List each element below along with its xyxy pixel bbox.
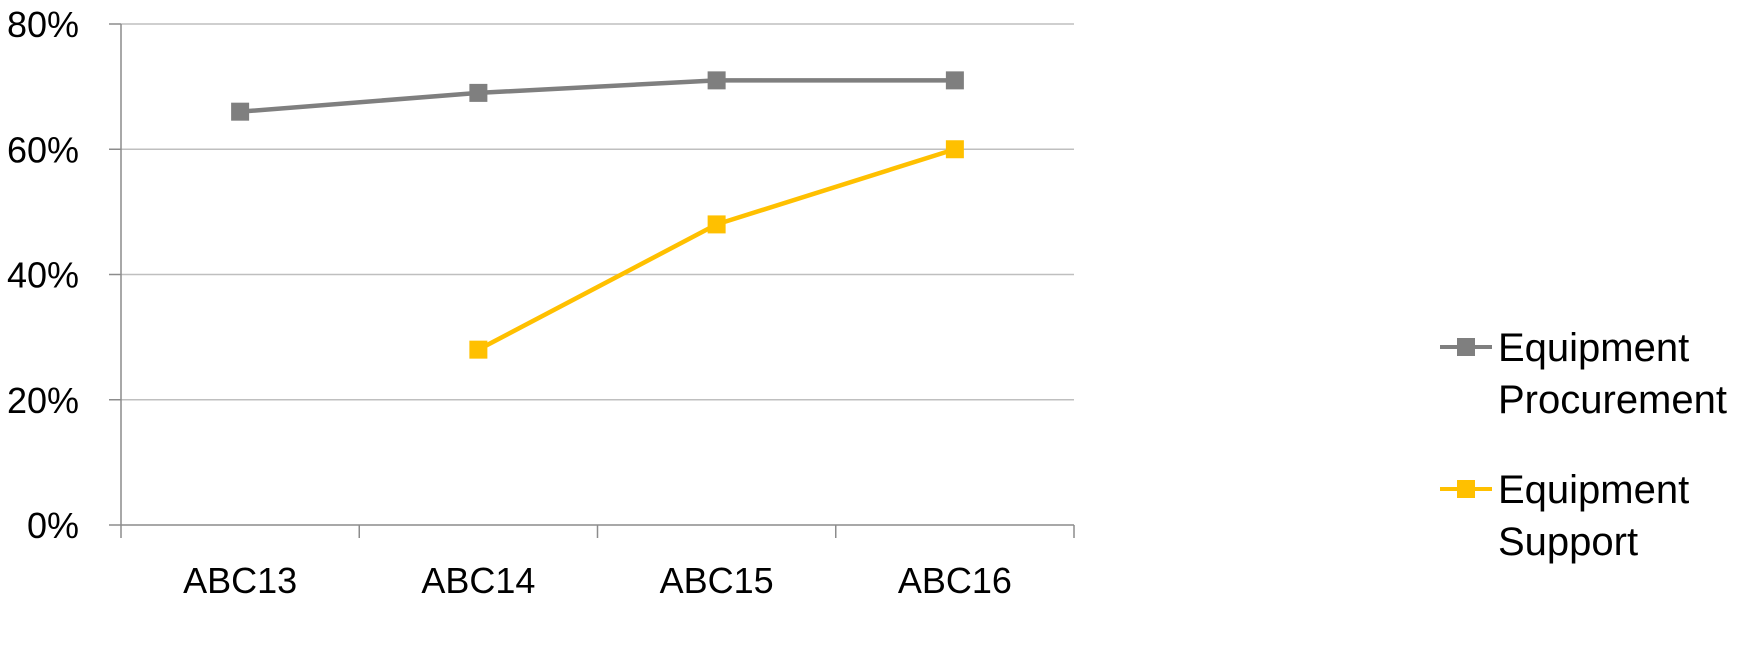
legend-label-line: Equipment — [1498, 326, 1690, 370]
data-point-marker — [469, 83, 488, 102]
series-line-segment — [237, 90, 481, 114]
data-point-marker — [707, 71, 726, 90]
y-tick-label: 60% — [7, 129, 79, 170]
series-line-segment — [476, 222, 719, 352]
data-point-marker — [945, 71, 964, 90]
legend-swatch-icon — [1440, 334, 1492, 360]
data-point-marker — [231, 102, 250, 121]
y-tick-label: 80% — [7, 4, 79, 45]
y-axis-tick-labels: 0% 20% 40% 60% 80% — [7, 4, 79, 546]
x-tick-label: ABC14 — [421, 560, 535, 601]
data-point-marker — [707, 215, 726, 234]
legend-swatch-icon — [1440, 476, 1492, 502]
legend-label-line: Support — [1498, 520, 1639, 564]
x-axis-tick-labels: ABC13 ABC14 ABC15 ABC16 — [183, 560, 1012, 601]
series-line-segment — [476, 78, 719, 96]
series-equipment-support — [469, 140, 964, 359]
series-line-segment — [714, 147, 958, 227]
legend-label-line: Equipment — [1498, 468, 1690, 512]
x-tick-label: ABC16 — [898, 560, 1012, 601]
y-tick-label: 0% — [27, 505, 79, 546]
y-tick-label: 40% — [7, 255, 79, 296]
axes — [109, 23, 1075, 538]
series-layer — [231, 71, 964, 359]
data-point-marker — [945, 140, 964, 159]
legend-item-equipment-support: Equipment Support — [1440, 464, 1758, 574]
x-tick-label: ABC13 — [183, 560, 297, 601]
y-tick-label: 20% — [7, 380, 79, 421]
gridlines — [121, 23, 1074, 401]
legend-label-line: Procurement — [1498, 378, 1727, 422]
legend-label: Equipment Procurement — [1498, 322, 1727, 426]
legend: Equipment Procurement Equipment Support — [1440, 322, 1758, 606]
legend-label: Equipment Support — [1498, 464, 1689, 568]
line-chart: 0% 20% 40% 60% 80% ABC13 ABC14 ABC15 ABC16 — [7, 4, 1075, 601]
legend-item-equipment-procurement: Equipment Procurement — [1440, 322, 1758, 432]
data-point-marker — [469, 340, 488, 359]
legend-square-marker-icon — [1457, 338, 1475, 356]
legend-square-marker-icon — [1457, 480, 1475, 498]
series-equipment-procurement — [231, 71, 964, 121]
x-tick-label: ABC15 — [660, 560, 774, 601]
